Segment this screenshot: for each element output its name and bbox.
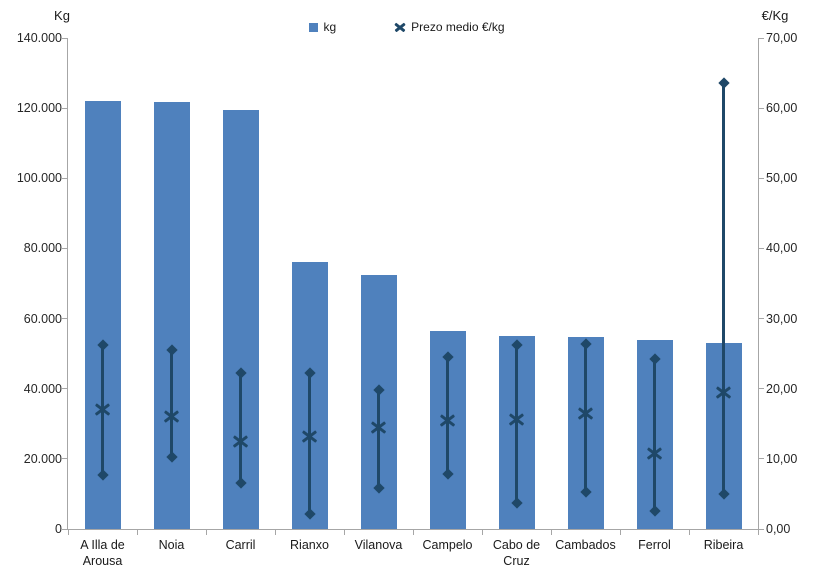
range-line-cabo-de-cruz [515, 344, 518, 504]
left-axis-tick [62, 388, 67, 390]
range-line-ferrol [653, 359, 656, 511]
x-axis-tick [412, 530, 414, 535]
mean-marker-cabo-de-cruz [508, 413, 525, 427]
right-axis-tick [759, 458, 764, 460]
left-axis-tick-label: 100.000 [16, 171, 62, 186]
mean-marker-carril [232, 434, 249, 448]
left-axis-tick [62, 458, 67, 460]
left-axis-tick-label: 140.000 [16, 31, 62, 45]
x-axis-tick [550, 530, 552, 535]
range-line-rianxo [308, 372, 311, 514]
mean-marker-a-illa-de-arousa [94, 403, 111, 417]
x-axis-tick [274, 530, 276, 535]
x-axis-category-label: Vilanova [354, 538, 403, 552]
range-line-carril [239, 372, 242, 484]
x-axis-tick [205, 530, 207, 535]
left-axis-title: Kg [54, 8, 70, 23]
right-axis-tick-label: 50,00 [766, 171, 798, 186]
left-axis-tick-label: 40.000 [23, 381, 62, 396]
x-axis-category-label: Rianxo [290, 538, 329, 552]
right-axis-tick [759, 528, 764, 530]
mean-marker-noia [163, 410, 180, 424]
right-axis-tick-label: 30,00 [766, 311, 798, 326]
x-axis-tick [688, 530, 690, 535]
left-axis-tick [62, 37, 67, 39]
left-axis-tick-label: 60.000 [23, 311, 62, 326]
x-axis-category-label: Ferrol [638, 538, 671, 552]
range-line-noia [170, 350, 173, 457]
x-axis-tick [136, 530, 138, 535]
x-axis-category-label: Noia [158, 538, 185, 552]
legend-label-prezo-medio: Prezo medio €/kg [411, 20, 505, 34]
bar-series-swatch-icon [309, 22, 319, 32]
range-line-campelo [446, 357, 449, 475]
right-axis-tick [759, 37, 764, 39]
right-axis-tick-label: 60,00 [766, 101, 798, 116]
x-axis-line [67, 529, 759, 530]
right-axis-tick [759, 388, 764, 390]
range-line-cambados [584, 343, 587, 492]
legend: kg Prezo medio €/kg [0, 20, 814, 34]
right-axis-tick-label: 20,00 [766, 381, 798, 396]
left-axis-tick-label: 20.000 [23, 451, 62, 466]
left-axis-tick-label: 120.000 [16, 101, 62, 116]
x-axis-category-label: A Illa de Arousa [80, 538, 125, 568]
mean-marker-rianxo [301, 429, 318, 443]
x-axis-category-label: Carril [225, 538, 256, 552]
x-axis-tick [67, 530, 69, 535]
left-axis-tick [62, 107, 67, 109]
left-axis-line [67, 38, 68, 529]
left-axis-tick [62, 177, 67, 179]
legend-label-kg: kg [323, 20, 337, 34]
right-axis-tick-label: 0,00 [766, 522, 791, 536]
left-axis-tick-label: 80.000 [23, 241, 62, 256]
left-axis-tick [62, 247, 67, 249]
right-axis-tick-label: 70,00 [766, 31, 798, 45]
plot-area [62, 37, 764, 535]
x-marker-icon [394, 22, 406, 32]
right-axis-tick [759, 177, 764, 179]
x-axis-tick [343, 530, 345, 535]
x-axis-category-label: Ribeira [703, 538, 744, 552]
left-axis-tick [62, 318, 67, 320]
right-axis-tick-label: 10,00 [766, 451, 798, 466]
left-axis-tick [62, 528, 67, 530]
bar-noia [153, 102, 190, 529]
right-axis-line [758, 38, 759, 529]
range-line-ribeira [722, 82, 725, 494]
x-axis-category-label: Cambados [555, 538, 616, 552]
high-marker-ribeira [717, 77, 730, 89]
x-axis-tick [757, 530, 759, 535]
x-axis-category-label: Cabo de Cruz [492, 538, 541, 568]
legend-item-prezo-medio: Prezo medio €/kg [394, 20, 505, 34]
right-axis-tick-label: 40,00 [766, 241, 798, 256]
left-axis-tick-label: 0 [55, 522, 62, 536]
x-axis-tick [481, 530, 483, 535]
mean-marker-ribeira [715, 385, 732, 399]
right-axis-tick [759, 318, 764, 320]
mean-marker-campelo [439, 413, 456, 427]
mean-marker-vilanova [370, 421, 387, 435]
x-axis-category-label: Campelo [422, 538, 473, 552]
legend-item-kg: kg [309, 20, 336, 34]
right-axis-title: €/Kg [761, 8, 789, 23]
range-line-vilanova [377, 390, 380, 489]
x-axis-tick [619, 530, 621, 535]
right-axis-tick [759, 107, 764, 109]
mean-marker-ferrol [646, 446, 663, 460]
right-axis-tick [759, 247, 764, 249]
mean-marker-cambados [577, 407, 594, 421]
